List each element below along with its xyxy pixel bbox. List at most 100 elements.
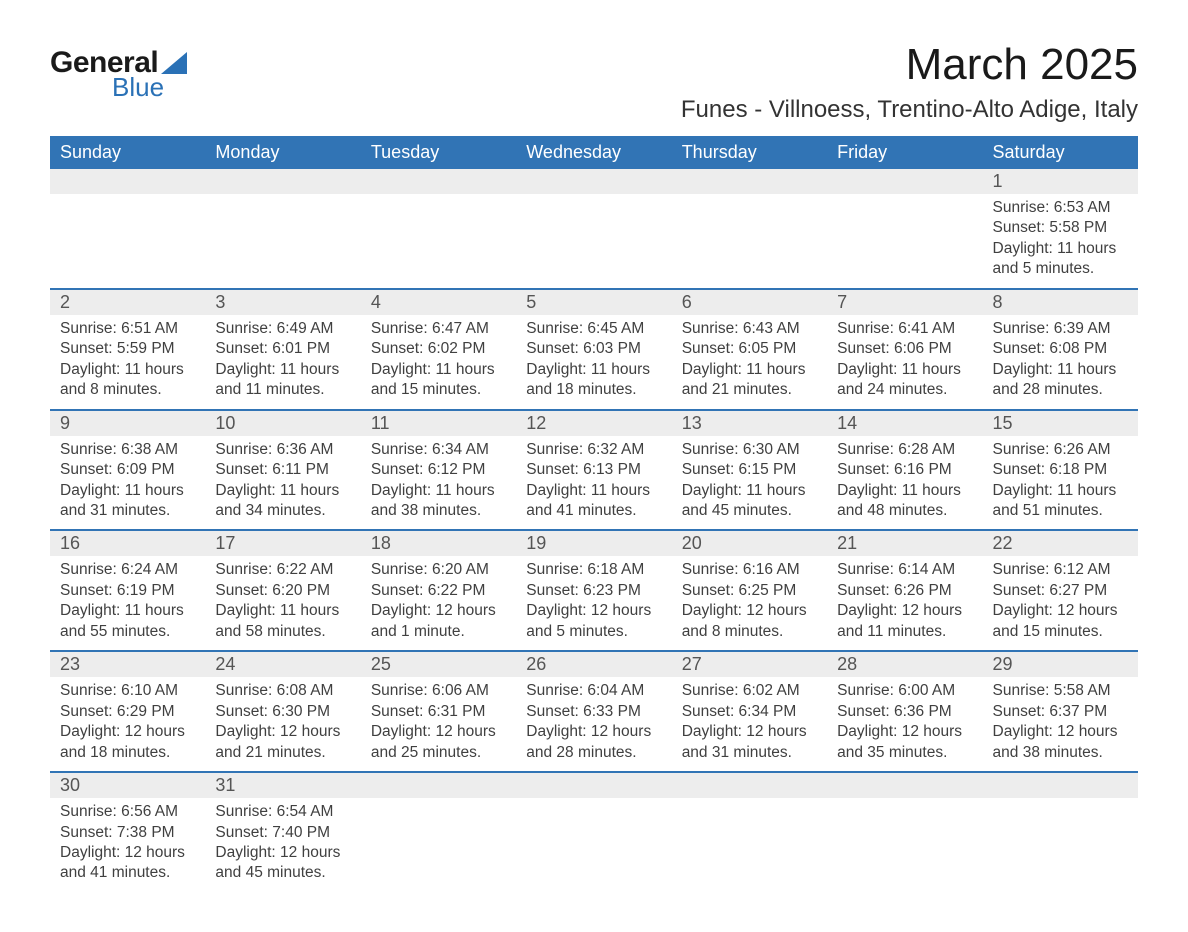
day-data-cell: Sunrise: 6:36 AMSunset: 6:11 PMDaylight:… — [205, 436, 360, 531]
sunset-text: Sunset: 6:15 PM — [682, 460, 817, 480]
day-data-cell: Sunrise: 6:02 AMSunset: 6:34 PMDaylight:… — [672, 677, 827, 772]
sunrise-text: Sunrise: 6:54 AM — [215, 802, 350, 822]
daylight-text: Daylight: 11 hours and 18 minutes. — [526, 360, 661, 401]
day-data-cell: Sunrise: 6:06 AMSunset: 6:31 PMDaylight:… — [361, 677, 516, 772]
calendar-table: Sunday Monday Tuesday Wednesday Thursday… — [50, 136, 1138, 892]
day-data-cell — [516, 194, 671, 289]
sunset-text: Sunset: 6:02 PM — [371, 339, 506, 359]
sunset-text: Sunset: 6:19 PM — [60, 581, 195, 601]
daynum-row: 9101112131415 — [50, 410, 1138, 436]
day-number-cell — [827, 169, 982, 194]
day-number: 13 — [682, 413, 702, 433]
sunset-text: Sunset: 6:29 PM — [60, 702, 195, 722]
day-data-cell: Sunrise: 6:20 AMSunset: 6:22 PMDaylight:… — [361, 556, 516, 651]
title-block: March 2025 Funes - Villnoess, Trentino-A… — [681, 40, 1138, 124]
weekday-header: Saturday — [983, 136, 1138, 169]
sunrise-text: Sunrise: 6:06 AM — [371, 681, 506, 701]
day-number: 9 — [60, 413, 70, 433]
day-data-cell: Sunrise: 6:54 AMSunset: 7:40 PMDaylight:… — [205, 798, 360, 892]
day-data-cell — [672, 798, 827, 892]
day-data-cell: Sunrise: 6:14 AMSunset: 6:26 PMDaylight:… — [827, 556, 982, 651]
day-data-cell: Sunrise: 6:26 AMSunset: 6:18 PMDaylight:… — [983, 436, 1138, 531]
weekday-header: Monday — [205, 136, 360, 169]
day-number-cell: 20 — [672, 530, 827, 556]
sunrise-text: Sunrise: 6:49 AM — [215, 319, 350, 339]
sunrise-text: Sunrise: 6:45 AM — [526, 319, 661, 339]
sunrise-text: Sunrise: 6:34 AM — [371, 440, 506, 460]
day-number-cell: 19 — [516, 530, 671, 556]
sunset-text: Sunset: 6:09 PM — [60, 460, 195, 480]
sunrise-text: Sunrise: 6:22 AM — [215, 560, 350, 580]
weekday-header: Sunday — [50, 136, 205, 169]
day-number: 19 — [526, 533, 546, 553]
sunrise-text: Sunrise: 6:41 AM — [837, 319, 972, 339]
sunset-text: Sunset: 7:38 PM — [60, 823, 195, 843]
day-data-cell: Sunrise: 6:47 AMSunset: 6:02 PMDaylight:… — [361, 315, 516, 410]
day-number-cell: 12 — [516, 410, 671, 436]
day-number-cell — [50, 169, 205, 194]
day-number-cell: 11 — [361, 410, 516, 436]
day-number: 10 — [215, 413, 235, 433]
day-number: 7 — [837, 292, 847, 312]
location-subtitle: Funes - Villnoess, Trentino-Alto Adige, … — [681, 96, 1138, 124]
day-data-cell — [361, 194, 516, 289]
day-number: 23 — [60, 654, 80, 674]
sunrise-text: Sunrise: 6:26 AM — [993, 440, 1128, 460]
day-number-cell: 3 — [205, 289, 360, 315]
daylight-text: Daylight: 11 hours and 11 minutes. — [215, 360, 350, 401]
day-data-cell — [516, 798, 671, 892]
sunrise-text: Sunrise: 6:28 AM — [837, 440, 972, 460]
day-number-cell: 21 — [827, 530, 982, 556]
sunrise-text: Sunrise: 6:20 AM — [371, 560, 506, 580]
day-number-cell: 9 — [50, 410, 205, 436]
day-number-cell: 18 — [361, 530, 516, 556]
day-data-cell — [205, 194, 360, 289]
sunrise-text: Sunrise: 6:51 AM — [60, 319, 195, 339]
day-number-cell: 22 — [983, 530, 1138, 556]
day-number: 6 — [682, 292, 692, 312]
daylight-text: Daylight: 11 hours and 24 minutes. — [837, 360, 972, 401]
day-number: 17 — [215, 533, 235, 553]
daylight-text: Daylight: 11 hours and 8 minutes. — [60, 360, 195, 401]
day-number-cell: 28 — [827, 651, 982, 677]
day-number-cell: 16 — [50, 530, 205, 556]
daylight-text: Daylight: 12 hours and 8 minutes. — [682, 601, 817, 642]
day-data-cell: Sunrise: 6:00 AMSunset: 6:36 PMDaylight:… — [827, 677, 982, 772]
sunset-text: Sunset: 6:27 PM — [993, 581, 1128, 601]
sunrise-text: Sunrise: 6:10 AM — [60, 681, 195, 701]
sunset-text: Sunset: 6:16 PM — [837, 460, 972, 480]
sunrise-text: Sunrise: 6:14 AM — [837, 560, 972, 580]
day-data-cell: Sunrise: 6:34 AMSunset: 6:12 PMDaylight:… — [361, 436, 516, 531]
daylight-text: Daylight: 12 hours and 45 minutes. — [215, 843, 350, 884]
day-number: 2 — [60, 292, 70, 312]
daynum-row: 23242526272829 — [50, 651, 1138, 677]
day-data-cell: Sunrise: 6:38 AMSunset: 6:09 PMDaylight:… — [50, 436, 205, 531]
day-number: 12 — [526, 413, 546, 433]
day-data-cell: Sunrise: 6:30 AMSunset: 6:15 PMDaylight:… — [672, 436, 827, 531]
logo: General Blue — [50, 46, 187, 103]
sunrise-text: Sunrise: 6:36 AM — [215, 440, 350, 460]
day-data-cell — [361, 798, 516, 892]
sunset-text: Sunset: 6:13 PM — [526, 460, 661, 480]
sunset-text: Sunset: 6:18 PM — [993, 460, 1128, 480]
day-data-cell: Sunrise: 6:43 AMSunset: 6:05 PMDaylight:… — [672, 315, 827, 410]
day-data-cell: Sunrise: 6:56 AMSunset: 7:38 PMDaylight:… — [50, 798, 205, 892]
sunrise-text: Sunrise: 6:39 AM — [993, 319, 1128, 339]
sunrise-text: Sunrise: 6:08 AM — [215, 681, 350, 701]
day-number-cell: 29 — [983, 651, 1138, 677]
data-row: Sunrise: 6:24 AMSunset: 6:19 PMDaylight:… — [50, 556, 1138, 651]
day-number-cell: 14 — [827, 410, 982, 436]
sunrise-text: Sunrise: 6:18 AM — [526, 560, 661, 580]
day-data-cell: Sunrise: 6:24 AMSunset: 6:19 PMDaylight:… — [50, 556, 205, 651]
day-number: 27 — [682, 654, 702, 674]
day-number-cell: 17 — [205, 530, 360, 556]
sunset-text: Sunset: 6:12 PM — [371, 460, 506, 480]
sunrise-text: Sunrise: 6:02 AM — [682, 681, 817, 701]
day-number: 20 — [682, 533, 702, 553]
day-data-cell — [50, 194, 205, 289]
daylight-text: Daylight: 11 hours and 55 minutes. — [60, 601, 195, 642]
sunset-text: Sunset: 6:03 PM — [526, 339, 661, 359]
data-row: Sunrise: 6:10 AMSunset: 6:29 PMDaylight:… — [50, 677, 1138, 772]
day-number: 11 — [371, 413, 390, 433]
daynum-row: 1 — [50, 169, 1138, 194]
